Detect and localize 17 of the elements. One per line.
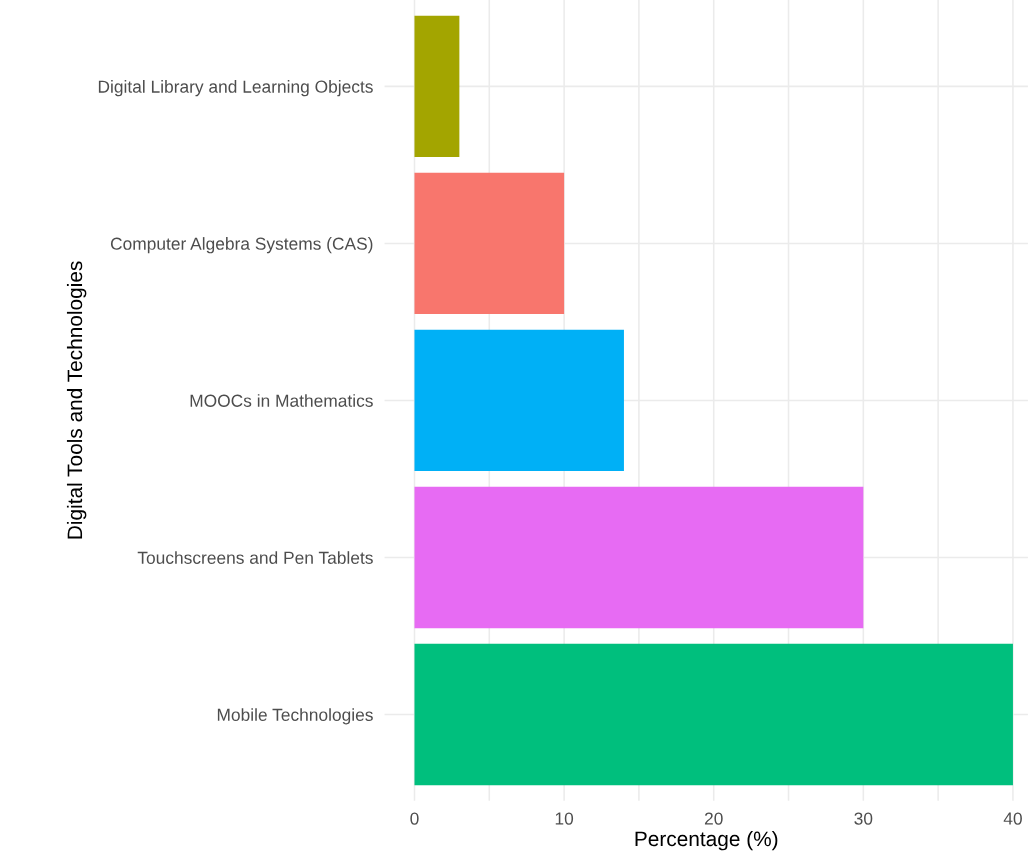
x-tick-label: 0	[410, 812, 419, 825]
bar	[414, 15, 460, 158]
y-tick-label: Digital Library and Learning Objects	[98, 80, 373, 97]
bar	[414, 643, 1013, 786]
bar	[414, 486, 864, 629]
y-tick-label: Computer Algebra Systems (CAS)	[110, 237, 373, 254]
bar	[414, 172, 565, 315]
x-axis-title: Percentage (%)	[635, 830, 778, 851]
x-tick-label: 40	[1003, 812, 1022, 825]
y-axis-title: Digital Tools and Technologies	[66, 261, 87, 539]
x-tick-label: 20	[704, 812, 723, 825]
x-tick-label: 10	[555, 812, 574, 825]
y-tick-label: MOOCs in Mathematics	[190, 394, 373, 407]
y-tick-label: Mobile Technologies	[217, 708, 373, 725]
x-tick-label: 30	[854, 812, 873, 825]
bar	[414, 329, 624, 472]
y-tick-label: Touchscreens and Pen Tablets	[137, 551, 373, 564]
